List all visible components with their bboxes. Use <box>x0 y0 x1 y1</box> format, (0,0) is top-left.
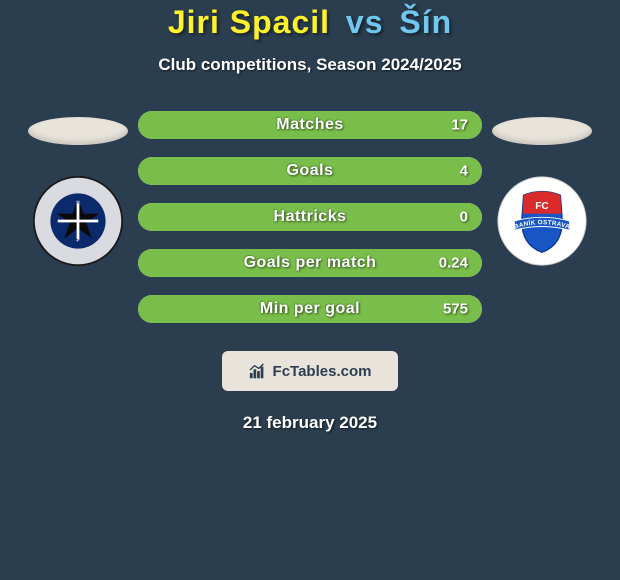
stat-bar: Hattricks 0 <box>138 203 482 231</box>
bar-value-right: 0 <box>460 209 468 226</box>
bar-label: Hattricks <box>274 208 347 226</box>
bar-label: Matches <box>276 116 344 134</box>
stat-bar: Matches 17 <box>138 111 482 139</box>
stats-area: SK SIGMA OLOMOUC a.s. Matches 17 Goals 4 <box>0 111 620 323</box>
bars-column: Matches 17 Goals 4 Hattricks 0 Goals per… <box>138 111 482 323</box>
player2-photo-placeholder <box>492 117 592 145</box>
bar-label: Goals per match <box>244 254 377 272</box>
comparison-title: Jiri Spacil vs Šín <box>168 4 452 41</box>
player2-name: Šín <box>399 4 452 40</box>
bar-label: Goals <box>287 162 334 180</box>
stat-bar: Min per goal 575 <box>138 295 482 323</box>
stat-bar: Goals 4 <box>138 157 482 185</box>
club-crest-right: BANÍK OSTRAVA FC <box>496 175 588 267</box>
site-logo: FcTables.com <box>222 351 398 391</box>
bar-value-right: 575 <box>443 301 468 318</box>
bar-value-right: 17 <box>451 117 468 134</box>
player1-name: Jiri Spacil <box>168 4 330 40</box>
right-column: BANÍK OSTRAVA FC <box>482 111 602 267</box>
site-logo-text: FcTables.com <box>273 363 372 380</box>
vs-text: vs <box>346 4 384 40</box>
player1-photo-placeholder <box>28 117 128 145</box>
club-crest-left: SK SIGMA OLOMOUC a.s. <box>32 175 124 267</box>
bar-value-right: 0.24 <box>439 255 468 272</box>
bar-label: Min per goal <box>260 300 360 318</box>
left-column: SK SIGMA OLOMOUC a.s. <box>18 111 138 267</box>
svg-text:FC: FC <box>535 201 549 212</box>
bar-value-right: 4 <box>460 163 468 180</box>
date-text: 21 february 2025 <box>243 413 377 433</box>
chart-icon <box>249 363 267 379</box>
stat-bar: Goals per match 0.24 <box>138 249 482 277</box>
subtitle: Club competitions, Season 2024/2025 <box>158 55 461 75</box>
